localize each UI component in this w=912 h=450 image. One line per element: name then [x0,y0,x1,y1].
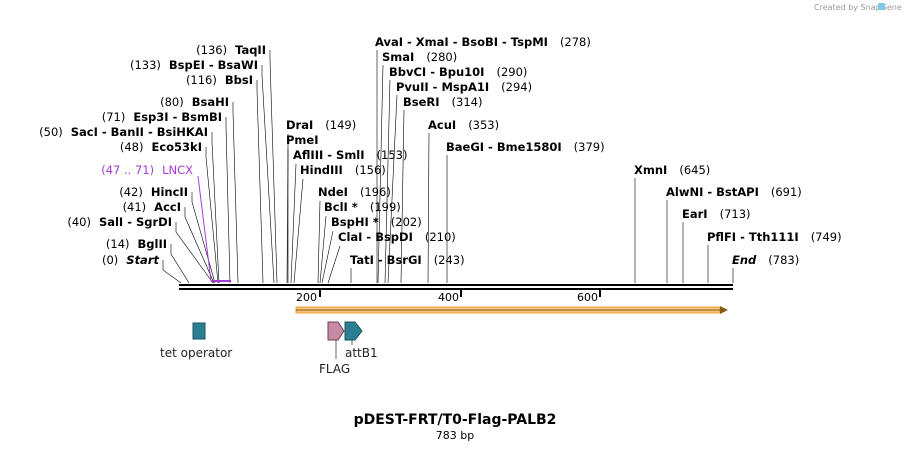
site-label-bsphi[interactable]: BspHI * (202) [331,215,422,229]
leader-lines [162,50,734,284]
flag-label: FLAG [319,362,350,376]
site-label-taqii[interactable]: (136) TaqII [196,43,266,57]
site-label-bglii[interactable]: (14) BglII [106,237,167,251]
leader-bglii [170,244,190,284]
leader-start [162,260,182,284]
backbone-top-strand[interactable] [179,284,733,286]
leader-bsphi [321,230,334,284]
tet-operator-label: tet operator [160,346,232,360]
orf-arrow[interactable] [295,306,728,314]
lncx-leader [197,175,212,282]
site-label-clai[interactable]: ClaI - BspDI (210) [338,230,456,244]
tick-label-200: 200 [296,291,317,304]
feature-label-lncx[interactable]: (47 .. 71) LNCX [101,163,193,177]
leader-hindiii [293,178,304,284]
leader-smai [377,64,384,284]
site-label-baegi[interactable]: BaeGI - Bme1580I (379) [446,140,605,154]
site-label-acui[interactable]: AcuI (353) [428,118,499,132]
leader-saci [211,132,220,284]
leader-taqii [269,50,278,284]
leader-pvuii [387,94,398,284]
leader-acui [427,132,430,284]
site-label-esp3i[interactable]: (71) Esp3I - BsmBI [102,110,222,124]
site-label-eari[interactable]: EarI (713) [682,207,751,221]
snapgene-logo-icon [878,3,885,10]
site-label-saci[interactable]: (50) SacI - BanII - BsiHKAI [39,125,208,139]
site-label-avai[interactable]: AvaI - XmaI - BsoBI - TspMI (278) [375,35,591,49]
leader-afliii [290,163,297,284]
site-label-acci[interactable]: (41) AccI [123,200,181,214]
leader-bspei [261,65,275,284]
site-label-hindiii[interactable]: HindIII (156) [300,163,386,177]
tet-operator-box[interactable] [192,322,206,340]
leader-sali [175,222,214,284]
leader-bcli [319,215,327,284]
site-label-pmei[interactable]: PmeI [286,133,319,147]
site-label-tati[interactable]: TatI - BsrGI (243) [350,253,465,267]
site-label-start[interactable]: (0) Start [102,253,160,267]
site-label-afliii[interactable]: AflIII - SmlI (153) [293,148,407,162]
snapgene-credit: Created by SnapGene [814,3,902,12]
leader-ndei [317,200,321,284]
site-label-bbsi[interactable]: (116) BbsI [186,73,253,87]
plasmid-size: 783 bp [436,429,474,442]
tick-label-600: 600 [577,291,598,304]
site-label-eco53ki[interactable]: (48) Eco53kI [120,140,202,154]
site-label-xmni[interactable]: XmnI (645) [634,163,710,177]
site-label-bcli[interactable]: BclI * (199) [324,200,401,214]
flag-feature-arrow[interactable] [327,321,345,341]
leader-bsahi [232,102,239,284]
leader-bbvci [384,79,391,284]
site-label-end[interactable]: End (783) [732,253,799,267]
attb1-feature-arrow[interactable] [344,321,363,341]
site-label-bsahi[interactable]: (80) BsaHI [160,95,229,109]
site-label-sali[interactable]: (40) SalI - SgrDI [67,215,172,229]
leader-pmei [286,148,289,284]
leader-esp3i [225,117,231,284]
leader-hincii [191,192,216,284]
site-label-hincii[interactable]: (42) HincII [119,185,188,199]
leader-clai [327,245,341,284]
site-label-pflfi[interactable]: PflFI - Tth111I (749) [707,230,842,244]
leader-bbsi [256,80,264,284]
site-label-bbvci[interactable]: BbvCI - Bpu10I (290) [389,65,527,79]
site-label-smai[interactable]: SmaI (280) [382,50,457,64]
attb1-label: attB1 [345,346,378,360]
site-label-bspei[interactable]: (133) BspEI - BsaWI [130,58,258,72]
site-label-alwni[interactable]: AlwNI - BstAPI (691) [666,185,802,199]
site-label-pvuii[interactable]: PvuII - MspA1I (294) [396,80,532,94]
leader-bseri [400,109,405,284]
site-label-bseri[interactable]: BseRI (314) [403,95,482,109]
site-label-drai[interactable]: DraI (149) [286,118,356,132]
leader-eco53ki [205,147,219,284]
backbone-bottom-strand[interactable] [179,288,733,290]
site-label-ndei[interactable]: NdeI (196) [318,185,391,199]
leader-acci [184,207,215,284]
plasmid-title: pDEST-FRT/T0-Flag-PALB2 [354,412,557,428]
tick-label-400: 400 [438,291,459,304]
lncx-feature-bar[interactable] [211,280,231,282]
